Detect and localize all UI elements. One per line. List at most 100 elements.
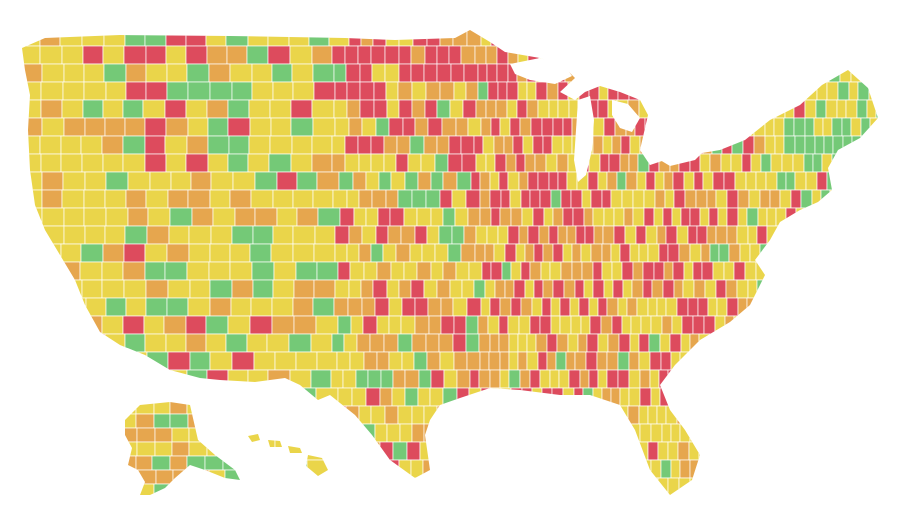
county-cell <box>20 496 41 514</box>
county-cell <box>490 30 503 47</box>
county-cell <box>165 30 187 47</box>
county-cell <box>597 171 608 191</box>
county-cell <box>701 261 714 281</box>
county-cell <box>104 225 126 245</box>
county-cell <box>378 171 392 191</box>
county-cell <box>861 63 874 83</box>
county-cell <box>339 207 355 227</box>
county-cell <box>102 153 124 173</box>
county-cell <box>639 135 651 155</box>
county-cell <box>867 243 878 263</box>
county-cell <box>800 459 812 479</box>
county-cell <box>825 225 836 245</box>
county-cell <box>550 189 562 209</box>
county-cell <box>222 455 240 471</box>
county-cell <box>816 297 827 317</box>
county-cell <box>338 171 354 191</box>
county-cell <box>425 333 440 353</box>
county-cell <box>147 207 171 227</box>
county-cell <box>800 243 812 263</box>
county-cell <box>61 387 85 407</box>
county-cell <box>734 171 747 191</box>
county-cell <box>882 226 892 244</box>
county-cell <box>41 207 65 227</box>
county-cell <box>268 405 292 425</box>
county-cell <box>823 315 835 335</box>
county-cell <box>881 118 891 136</box>
county-cell <box>787 45 800 65</box>
county-cell <box>489 297 501 317</box>
county-cell <box>835 369 848 389</box>
county-cell <box>810 459 821 479</box>
county-cell <box>125 413 137 429</box>
county-cell <box>877 153 878 173</box>
county-cell <box>168 225 190 245</box>
county-cell <box>192 498 209 512</box>
county-cell <box>40 387 63 407</box>
county-cell <box>183 496 205 514</box>
county-cell <box>707 297 718 317</box>
county-cell <box>856 261 869 281</box>
county-cell <box>374 297 390 317</box>
county-cell <box>815 207 826 227</box>
county-cell <box>502 405 514 425</box>
county-cell <box>383 135 398 155</box>
county-cell <box>188 225 212 245</box>
county-cell <box>736 279 749 299</box>
county-cell <box>208 261 231 281</box>
county-cell <box>61 333 84 353</box>
county-cell <box>384 496 397 514</box>
county-cell <box>446 441 461 461</box>
county-cell <box>430 171 444 191</box>
county-cell <box>849 153 860 173</box>
county-cell <box>556 153 569 173</box>
county-cell <box>556 333 569 353</box>
county-cell <box>348 117 363 137</box>
county-cell <box>820 243 832 263</box>
county-cell <box>60 243 82 263</box>
county-cell <box>645 171 656 191</box>
county-cell <box>629 243 640 263</box>
county-cell <box>680 207 691 227</box>
county-cell <box>775 261 788 281</box>
county-cell <box>753 496 764 514</box>
county-cell <box>586 333 599 353</box>
county-cell <box>22 135 41 155</box>
county-cell <box>698 369 710 389</box>
county-cell <box>40 81 64 101</box>
county-cell <box>569 297 580 317</box>
county-cell <box>395 477 410 495</box>
county-cell <box>683 261 694 281</box>
county-cell <box>518 315 531 335</box>
county-cell <box>565 405 577 425</box>
county-cell <box>63 207 85 227</box>
county-cell <box>867 459 878 479</box>
county-cell <box>79 315 103 335</box>
county-cell <box>729 99 740 119</box>
county-cell <box>770 369 783 389</box>
county-cell <box>82 351 104 371</box>
county-cell <box>640 315 652 335</box>
county-cell <box>776 45 789 65</box>
county-cell <box>834 225 846 245</box>
county-cell <box>316 351 338 371</box>
county-cell <box>367 369 382 389</box>
county-cell <box>578 423 590 443</box>
county-cell <box>348 30 362 47</box>
county-cell <box>670 351 681 371</box>
county-cell <box>424 99 438 119</box>
county-cell <box>588 369 599 389</box>
county-cell <box>587 171 599 191</box>
county-cell <box>580 243 592 263</box>
county-cell <box>442 171 458 191</box>
county-cell <box>832 30 843 47</box>
county-cell <box>83 387 106 407</box>
county-cell <box>603 279 614 299</box>
county-cell <box>542 135 553 155</box>
county-cell <box>709 153 722 173</box>
county-cell <box>124 387 147 407</box>
county-cell <box>650 315 663 335</box>
county-cell <box>468 387 482 407</box>
county-cell <box>877 81 878 101</box>
county-cell <box>295 261 318 281</box>
